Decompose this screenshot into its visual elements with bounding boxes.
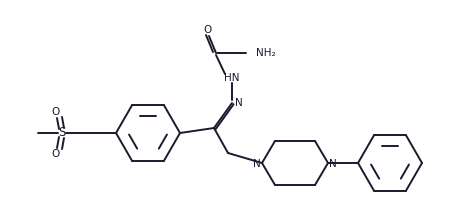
Text: N: N — [253, 159, 261, 169]
Text: N: N — [235, 98, 243, 108]
Text: N: N — [329, 159, 337, 169]
Text: O: O — [51, 149, 59, 159]
Text: HN: HN — [224, 73, 240, 83]
Text: S: S — [58, 127, 66, 140]
Text: O: O — [51, 107, 59, 117]
Text: O: O — [204, 25, 212, 35]
Text: NH₂: NH₂ — [256, 48, 275, 58]
